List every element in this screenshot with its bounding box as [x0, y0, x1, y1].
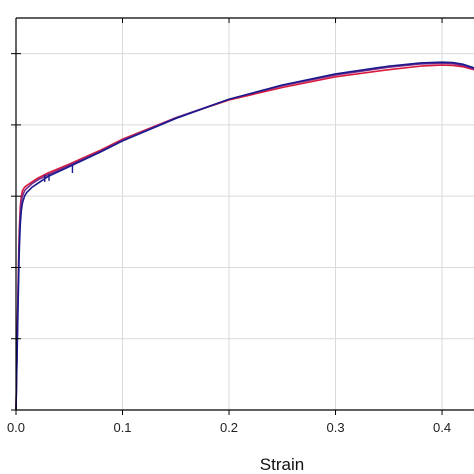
data-series: [15, 61, 474, 411]
axis-ticks: 0.0 0.1 0.2 0.3 0.4: [7, 18, 451, 435]
x-tick-label: 0.1: [113, 420, 131, 435]
x-tick-label: 0.4: [433, 420, 451, 435]
series-line-1: [15, 64, 474, 411]
grid-lines: [16, 18, 474, 410]
x-tick-label: 0.0: [7, 420, 25, 435]
x-tick-label: 0.3: [326, 420, 344, 435]
series-line-2: [15, 62, 474, 411]
x-tick-label: 0.2: [220, 420, 238, 435]
series-line-3: [15, 61, 474, 411]
plot-frame: [15, 17, 474, 411]
x-axis-title: Strain: [260, 455, 304, 474]
